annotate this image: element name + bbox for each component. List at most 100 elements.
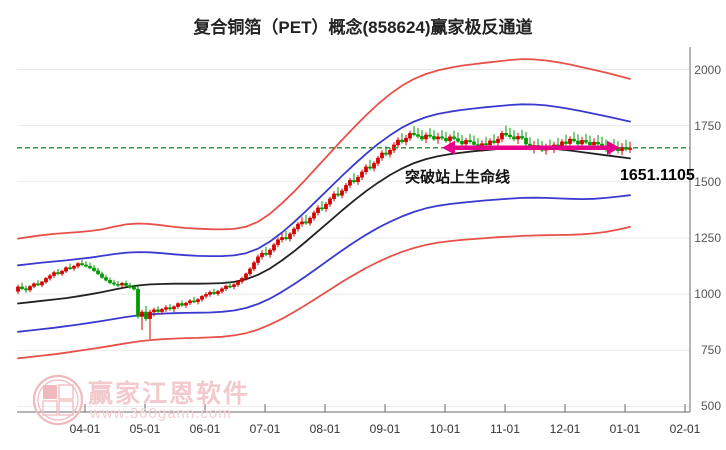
candle-body (512, 136, 516, 140)
candle-body (120, 283, 124, 286)
candle-body (100, 273, 104, 278)
candle-body (172, 306, 176, 310)
candle-body (252, 262, 256, 270)
breakout-annotation: 突破站上生命线 (405, 169, 511, 186)
candle-body (88, 265, 92, 269)
candle-body (336, 193, 340, 196)
candle-body (360, 171, 364, 178)
page-title: 复合铜箔（PET）概念(858624)赢家极反通道 (193, 18, 533, 37)
candle-body (188, 300, 192, 304)
candle-body (132, 287, 136, 290)
candle-body (28, 286, 32, 291)
candle-body (160, 309, 164, 312)
candle-body (72, 265, 76, 269)
candle-body (300, 221, 304, 225)
candle-body (452, 136, 456, 139)
candle-body (52, 272, 56, 276)
candle-body (396, 139, 400, 146)
candle-body (40, 281, 44, 286)
candle-body (192, 300, 196, 303)
x-axis-label: 05-01 (129, 422, 161, 436)
candle-body (108, 279, 112, 284)
candle-body (208, 292, 212, 295)
candle-body (500, 133, 504, 140)
candle-body (240, 278, 244, 282)
series-upper-inner-band (17, 103, 631, 267)
candle-body (348, 180, 352, 186)
candle-body (200, 296, 204, 300)
candle-body (428, 134, 432, 137)
candlesticks (16, 125, 632, 339)
candle-body (520, 136, 524, 139)
candle-body (96, 270, 100, 275)
y-axis-label: 1500 (694, 174, 721, 189)
y-axis-label: 2000 (694, 62, 721, 77)
candle-body (20, 286, 24, 289)
candle-body (432, 136, 436, 140)
candle-body (124, 283, 128, 286)
candle-body (48, 275, 52, 279)
candle-body (204, 294, 208, 297)
candle-body (388, 150, 392, 155)
candle-body (104, 277, 108, 281)
candle-body (508, 134, 512, 138)
candle-body (584, 140, 588, 143)
candle-body (64, 267, 68, 272)
candle-body (364, 166, 368, 173)
candle-body (340, 190, 344, 196)
candle-body (416, 134, 420, 137)
candle-body (376, 157, 380, 164)
candle-body (256, 256, 260, 263)
candle-body (276, 239, 280, 245)
candle-body (412, 133, 416, 135)
candle-body (332, 193, 336, 200)
candle-body (404, 137, 408, 143)
candle-body (572, 138, 576, 142)
gridlines (17, 69, 690, 407)
candle-body (368, 166, 372, 169)
candle-body (468, 140, 472, 142)
candle-body (484, 143, 488, 146)
candle-body (588, 141, 592, 146)
candle-body (92, 267, 96, 271)
candle-body (32, 283, 36, 287)
candle-body (168, 307, 172, 310)
candle-body (152, 309, 156, 313)
candle-body (424, 134, 428, 140)
candle-body (116, 283, 120, 286)
candle-body (112, 282, 116, 285)
candle-body (216, 291, 220, 294)
candle-body (568, 138, 572, 144)
candle-body (308, 217, 312, 224)
candle-body (464, 140, 468, 145)
candle-body (516, 136, 520, 140)
x-axis-label: 12-01 (549, 422, 581, 436)
candle-body (244, 273, 248, 279)
candle-body (196, 299, 200, 302)
x-axis-label: 07-01 (249, 422, 281, 436)
candle-body (304, 221, 308, 224)
candle-body (156, 309, 160, 312)
candle-body (296, 223, 300, 230)
candle-body (232, 284, 236, 288)
y-axis-label: 750 (700, 343, 721, 358)
candle-body (60, 270, 64, 275)
arrow-head (607, 140, 620, 155)
y-axis-label: 1000 (694, 287, 721, 302)
candle-body (372, 163, 376, 169)
candle-body (16, 286, 20, 292)
candle-body (76, 263, 80, 267)
candle-body (400, 139, 404, 143)
candle-body (272, 244, 276, 251)
candle-body (444, 137, 448, 142)
x-axis-label: 11-01 (490, 422, 520, 436)
x-axis-label: 08-01 (309, 422, 341, 436)
candle-body (496, 138, 500, 143)
candle-body (184, 302, 188, 306)
candle-body (472, 141, 476, 145)
candle-body (592, 141, 596, 146)
candle-body (596, 141, 600, 145)
current-price-label: 1651.1105 (620, 167, 695, 184)
candle-body (140, 311, 144, 317)
